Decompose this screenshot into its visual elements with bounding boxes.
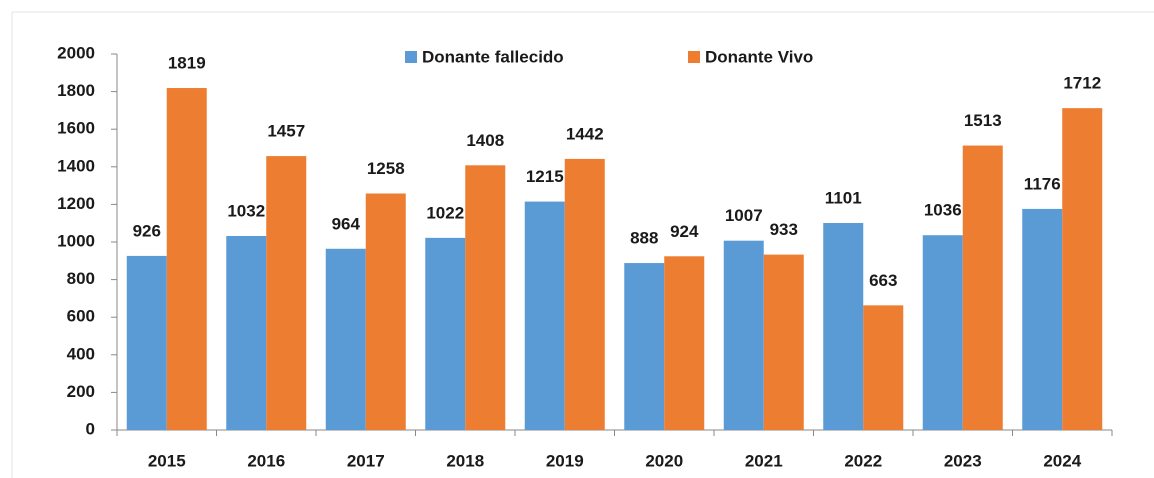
bar	[922, 235, 963, 430]
bar	[664, 256, 705, 430]
y-tick-label: 2000	[57, 43, 95, 62]
bar	[425, 237, 466, 430]
x-tick-label: 2022	[844, 451, 882, 470]
bar	[266, 156, 307, 431]
bar	[226, 235, 267, 430]
x-tick-label: 2020	[645, 451, 683, 470]
data-label: 1442	[566, 124, 604, 143]
data-label: 924	[670, 222, 699, 241]
bar	[166, 88, 207, 430]
y-tick-label: 1800	[57, 81, 95, 100]
data-label: 1258	[367, 159, 405, 178]
bar	[624, 263, 665, 430]
data-label: 1513	[964, 111, 1002, 130]
y-tick-label: 1600	[57, 119, 95, 138]
bar	[126, 255, 167, 430]
x-tick-label: 2015	[148, 451, 186, 470]
x-tick-label: 2016	[247, 451, 285, 470]
y-tick-label: 400	[67, 344, 95, 363]
x-tick-label: 2019	[546, 451, 584, 470]
data-label: 1022	[426, 203, 464, 222]
legend-label: Donante Vivo	[705, 47, 813, 66]
bar	[325, 248, 366, 430]
data-label: 926	[133, 221, 161, 240]
bar	[823, 223, 864, 430]
bar	[863, 305, 904, 430]
legend-swatch	[405, 51, 417, 63]
bar	[723, 240, 764, 430]
x-tick-label: 2017	[347, 451, 385, 470]
bar	[524, 201, 565, 430]
data-label: 1457	[267, 122, 305, 141]
y-tick-label: 800	[67, 269, 95, 288]
data-label: 888	[630, 229, 658, 248]
data-label: 1007	[725, 206, 763, 225]
bar	[962, 145, 1003, 430]
data-label: 933	[770, 220, 798, 239]
data-label: 964	[332, 214, 361, 233]
bar	[365, 193, 406, 430]
bar	[1062, 108, 1103, 431]
legend-label: Donante fallecido	[422, 47, 564, 66]
y-tick-label: 200	[67, 382, 95, 401]
bar	[564, 158, 605, 431]
y-tick-label: 1400	[57, 156, 95, 175]
data-label: 1036	[924, 201, 962, 220]
data-label: 1176	[1024, 174, 1061, 193]
y-tick-label: 1000	[57, 231, 95, 250]
x-tick-label: 2021	[745, 451, 783, 470]
bar	[1022, 208, 1063, 430]
legend-swatch	[688, 51, 700, 63]
x-tick-label: 2023	[944, 451, 982, 470]
data-label: 1032	[227, 201, 265, 220]
bar	[465, 165, 506, 430]
x-tick-label: 2018	[446, 451, 484, 470]
data-label: 1215	[526, 167, 564, 186]
y-tick-label: 1200	[57, 194, 95, 213]
data-label: 1408	[466, 131, 504, 150]
x-tick-label: 2024	[1043, 451, 1081, 470]
data-label: 1101	[825, 188, 862, 207]
y-tick-label: 600	[67, 307, 95, 326]
bar	[763, 254, 804, 430]
data-label: 663	[869, 271, 897, 290]
data-label: 1712	[1063, 74, 1101, 93]
data-label: 1819	[168, 54, 206, 73]
y-tick-label: 0	[86, 419, 95, 438]
